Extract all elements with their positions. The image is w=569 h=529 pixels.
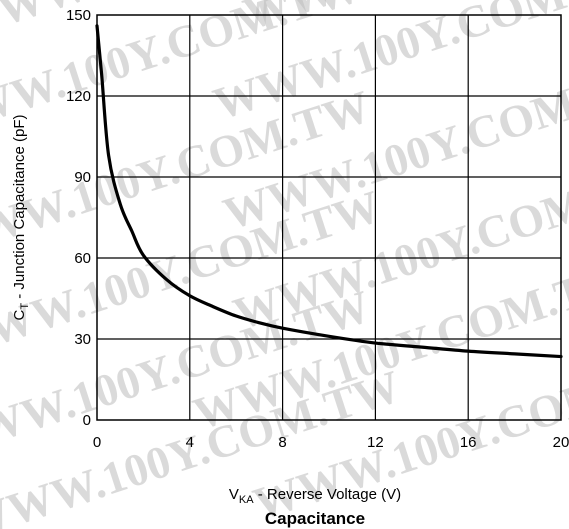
chart-title: Capacitance [265, 509, 365, 528]
y-tick-label: 30 [74, 331, 91, 348]
x-axis-label-rest: - Reverse Voltage (V) [254, 486, 402, 503]
x-tick-labels: 0 4 8 12 16 20 [93, 434, 569, 451]
x-axis-label: VKA - Reverse Voltage (V) [229, 486, 401, 506]
y-axis-label-sub: T [19, 303, 31, 310]
x-axis-label-sub: KA [239, 494, 254, 506]
x-tick-label: 16 [460, 434, 477, 451]
series-line [95, 24, 563, 359]
x-tick-label: 20 [553, 434, 569, 451]
y-tick-label: 150 [66, 7, 91, 24]
x-tick-label: 8 [278, 434, 286, 451]
y-tick-label: 90 [74, 169, 91, 186]
x-tick-label: 4 [186, 434, 194, 451]
x-tick-label: 0 [93, 434, 101, 451]
plot-frame [96, 14, 562, 421]
x-tick-label: 12 [367, 434, 384, 451]
grid-lines [97, 15, 561, 420]
y-tick-label: 120 [66, 88, 91, 105]
y-axis-label: CT - Junction Capacitance (pF) [11, 115, 31, 321]
y-tick-label: 0 [83, 412, 91, 429]
y-tick-label: 60 [74, 250, 91, 267]
y-tick-labels: 0 30 60 90 120 150 [66, 7, 91, 429]
y-axis-label-main: C [11, 310, 28, 321]
x-axis-label-main: V [229, 486, 239, 503]
y-axis-label-rest: - Junction Capacitance (pF) [11, 115, 28, 303]
